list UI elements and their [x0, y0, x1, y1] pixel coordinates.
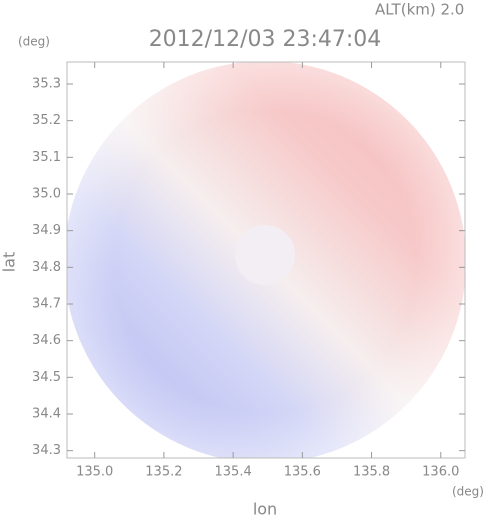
y-axis-label: lat — [0, 252, 19, 273]
radar-field — [67, 62, 465, 458]
plot-frame — [66, 61, 466, 459]
x-axis-label: lon — [253, 500, 277, 519]
x-tick-label: 135.2 — [145, 465, 182, 480]
x-tick-label: 135.4 — [215, 465, 252, 480]
x-tick-label: 135.8 — [353, 465, 390, 480]
x-tick-label: 135.0 — [76, 465, 113, 480]
y-tick-label: 34.9 — [32, 223, 61, 238]
y-tick-label: 35.0 — [32, 187, 61, 202]
y-tick-label: 34.4 — [32, 407, 61, 422]
y-tick-label: 34.6 — [32, 333, 61, 348]
y-tick-label: 35.1 — [32, 150, 61, 165]
y-tick-label: 34.5 — [32, 370, 61, 385]
y-tick-label: 34.3 — [32, 443, 61, 458]
x-tick-label: 135.6 — [284, 465, 321, 480]
y-tick-label: 34.8 — [32, 260, 61, 275]
x-tick-label: 136.0 — [422, 465, 459, 480]
x-unit: (deg) — [452, 485, 484, 499]
chart-title: 2012/12/03 23:47:04 — [149, 27, 382, 52]
y-unit: (deg) — [18, 35, 50, 49]
y-tick-label: 35.3 — [32, 77, 61, 92]
annotation: ALT(km) 2.0 — [375, 1, 464, 19]
radar-center — [235, 225, 295, 285]
y-tick-label: 34.7 — [32, 297, 61, 312]
y-tick-label: 35.2 — [32, 113, 61, 128]
